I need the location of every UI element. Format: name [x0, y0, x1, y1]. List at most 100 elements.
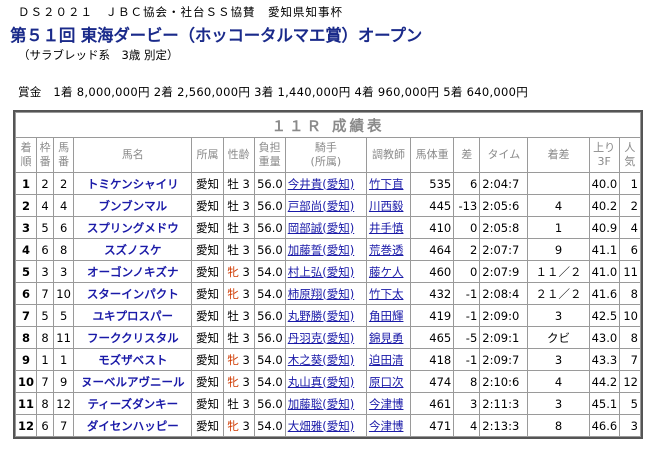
table-row: 4 6 8 スズノスケ 愛知牡 3 56.0 加藤誓(愛知) 荒巻透 464 2 2:07:7 9 41…: [14, 238, 642, 261]
sex-age-cell: 牡 3: [222, 304, 255, 327]
results-table: １１Ｒ 成績表 着順枠番馬番馬名 所属 性齢 負担 重量 騎手 (所属) 調教師 馬体重差タイム…: [14, 112, 642, 437]
jockey-link[interactable]: 大畑雅(愛知): [284, 414, 367, 437]
waku-cell: 5: [36, 304, 55, 327]
affiliation-cell: 愛知: [191, 172, 224, 195]
horse-number-cell: 5: [53, 304, 75, 327]
weight-cell: 56.0: [253, 172, 286, 195]
horse-name-link[interactable]: ダイセンハッピー: [73, 414, 193, 437]
margin-cell: 3: [527, 348, 590, 371]
sex-label: 牡: [227, 396, 239, 411]
horse-number-cell: 4: [53, 194, 75, 217]
jockey-link[interactable]: 丹羽克(愛知): [284, 326, 367, 349]
weight-cell: 56.0: [253, 194, 286, 217]
jockey-link[interactable]: 岡部誠(愛知): [284, 216, 367, 239]
jockey-link[interactable]: 丸野勝(愛知): [284, 304, 367, 327]
horse-name-link[interactable]: フーククリスタル: [73, 326, 193, 349]
trainer-link[interactable]: 今津博: [365, 392, 412, 415]
trainer-link[interactable]: 竹下直: [365, 172, 412, 195]
body-weight-cell: 419: [410, 304, 455, 327]
weight-diff-cell: 0: [453, 216, 481, 239]
sex-age-cell: 牝 3: [222, 260, 255, 283]
col-horse-name-header: 馬名: [73, 137, 193, 173]
header-row: 着順枠番馬番馬名 所属 性齢 負担 重量 騎手 (所属) 調教師 馬体重差タイム 着差 上り 3F 人気: [14, 137, 642, 173]
time-cell: 2:08:4: [479, 282, 529, 305]
jockey-link[interactable]: 丸山真(愛知): [284, 370, 367, 393]
weight-diff-cell: -1: [453, 282, 481, 305]
sex-age-cell: 牡 3: [222, 172, 255, 195]
col-trainer-header: 調教師: [365, 137, 412, 173]
rank-cell: 12: [14, 414, 38, 437]
trainer-link[interactable]: 川西毅: [365, 194, 412, 217]
time-cell: 2:05:6: [479, 194, 529, 217]
popularity-cell: 7: [618, 348, 642, 371]
table-row: 7 5 5 ユキプロスパー 愛知牡 3 56.0 丸野勝(愛知) 角田輝 419 -1 2:09:0…: [14, 304, 642, 327]
last3f-cell: 40.2: [588, 194, 620, 217]
sex-age-cell: 牡 3: [222, 392, 255, 415]
trainer-link[interactable]: 錦見勇: [365, 326, 412, 349]
horse-name-link[interactable]: ティーズダンキー: [73, 392, 193, 415]
horse-name-link[interactable]: トミケンシャイリ: [73, 172, 193, 195]
margin-cell: 3: [527, 304, 590, 327]
waku-cell: 7: [36, 370, 55, 393]
time-cell: 2:11:3: [479, 392, 529, 415]
trainer-link[interactable]: 藤ケ人: [365, 260, 412, 283]
time-cell: 2:09:7: [479, 348, 529, 371]
sex-age-cell: 牝 3: [222, 348, 255, 371]
sex-label: 牡: [227, 176, 239, 191]
jockey-link[interactable]: 木之葵(愛知): [284, 348, 367, 371]
horse-name-link[interactable]: スズノスケ: [73, 238, 193, 261]
weight-diff-cell: -5: [453, 326, 481, 349]
time-cell: 2:05:8: [479, 216, 529, 239]
race-title: 第５１回 東海ダービー（ホッコータルマエ賞）オープン: [10, 26, 423, 45]
time-cell: 2:07:7: [479, 238, 529, 261]
popularity-cell: 3: [618, 414, 642, 437]
trainer-link[interactable]: 迫田清: [365, 348, 412, 371]
trainer-link[interactable]: 角田輝: [365, 304, 412, 327]
jockey-link[interactable]: 戸部尚(愛知): [284, 194, 367, 217]
waku-cell: 8: [36, 392, 55, 415]
col-last3f-header: 上り 3F: [588, 137, 620, 173]
col-sex-age-header: 性齢: [222, 137, 255, 173]
horse-name-link[interactable]: ユキプロスパー: [73, 304, 193, 327]
age-label: 3: [242, 374, 250, 389]
horse-number-cell: 11: [53, 326, 75, 349]
affiliation-cell: 愛知: [191, 414, 224, 437]
jockey-link[interactable]: 村上弘(愛知): [284, 260, 367, 283]
rank-cell: 4: [14, 238, 38, 261]
last3f-cell: 40.0: [588, 172, 620, 195]
time-cell: 2:13:3: [479, 414, 529, 437]
margin-cell: 4: [527, 194, 590, 217]
age-label: 3: [242, 220, 250, 235]
jockey-link[interactable]: 加藤聡(愛知): [284, 392, 367, 415]
horse-name-link[interactable]: モズザベスト: [73, 348, 193, 371]
weight-cell: 54.0: [253, 414, 286, 437]
jockey-link[interactable]: 柿原翔(愛知): [284, 282, 367, 305]
trainer-link[interactable]: 今津博: [365, 414, 412, 437]
horse-name-link[interactable]: ブンブンマル: [73, 194, 193, 217]
trainer-link[interactable]: 原口次: [365, 370, 412, 393]
body-weight-cell: 535: [410, 172, 455, 195]
rank-cell: 2: [14, 194, 38, 217]
trainer-link[interactable]: 井手慎: [365, 216, 412, 239]
jockey-link[interactable]: 今井貴(愛知): [284, 172, 367, 195]
time-cell: 2:04:7: [479, 172, 529, 195]
weight-diff-cell: 0: [453, 260, 481, 283]
col-popularity-header: 人気: [618, 137, 642, 173]
horse-name-link[interactable]: スプリングメドウ: [73, 216, 193, 239]
horse-name-link[interactable]: スターインパクト: [73, 282, 193, 305]
horse-number-cell: 6: [53, 216, 75, 239]
popularity-cell: 8: [618, 326, 642, 349]
jockey-link[interactable]: 加藤誓(愛知): [284, 238, 367, 261]
horse-name-link[interactable]: ヌーベルアヴニール: [73, 370, 193, 393]
age-label: 3: [242, 176, 250, 191]
margin-cell: ２１／２: [527, 282, 590, 305]
popularity-cell: 2: [618, 194, 642, 217]
sex-label: 牡: [227, 308, 239, 323]
waku-cell: 2: [36, 172, 55, 195]
body-weight-cell: 432: [410, 282, 455, 305]
horse-number-cell: 10: [53, 282, 75, 305]
weight-cell: 56.0: [253, 326, 286, 349]
horse-name-link[interactable]: オーゴンノキズナ: [73, 260, 193, 283]
trainer-link[interactable]: 荒巻透: [365, 238, 412, 261]
trainer-link[interactable]: 竹下太: [365, 282, 412, 305]
